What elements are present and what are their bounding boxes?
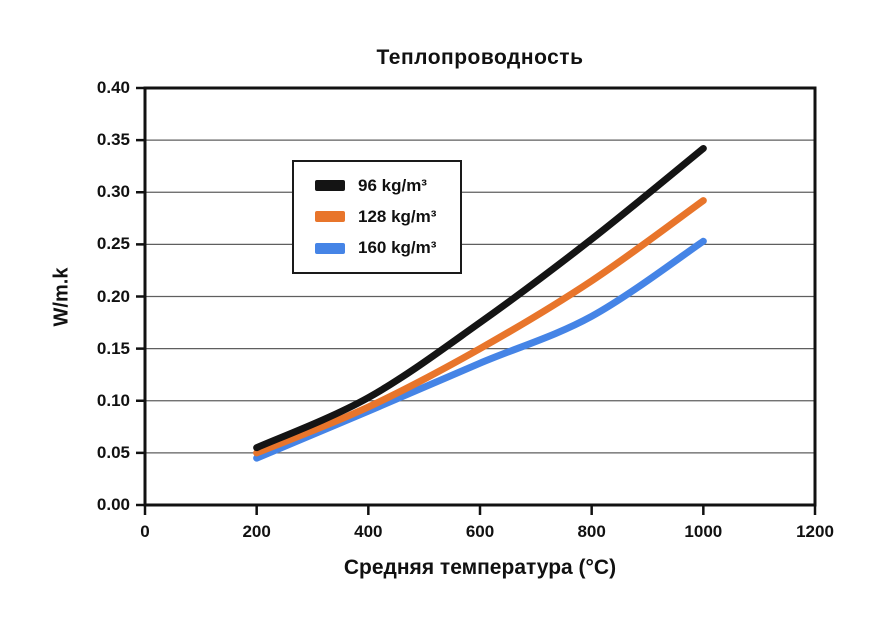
y-tick-label: 0.20 [96, 286, 130, 306]
x-tick-label: 1000 [684, 522, 723, 541]
y-tick-label: 0.30 [96, 182, 130, 202]
x-tick-label: 400 [354, 522, 383, 541]
legend: 96 kg/m³ 128 kg/m³ 160 kg/m³ [292, 160, 462, 274]
y-tick-label: 0.35 [96, 130, 130, 150]
y-tick-label: 0.15 [96, 338, 130, 358]
x-tick-label: 800 [577, 522, 606, 541]
y-tick-label: 0.25 [96, 234, 130, 254]
x-axis-title: Средняя температура (°C) [343, 556, 617, 579]
legend-item: 160 kg/m³ [315, 238, 460, 258]
x-tick-label: 0 [140, 522, 150, 541]
x-tick-label: 200 [242, 522, 271, 541]
legend-swatch [315, 180, 345, 192]
legend-label: 160 kg/m³ [358, 238, 437, 258]
legend-item: 96 kg/m³ [315, 176, 460, 196]
legend-item: 128 kg/m³ [315, 207, 460, 227]
y-tick-label: 0.40 [96, 78, 130, 97]
legend-label: 96 kg/m³ [358, 175, 427, 195]
plot-area [136, 86, 817, 515]
legend-swatch [315, 242, 345, 254]
legend-swatch [315, 211, 345, 223]
y-tick-label: 0.00 [96, 495, 130, 514]
chart-title: Теплопроводность [376, 46, 584, 69]
y-tick-label: 0.05 [96, 442, 130, 462]
series-line-128-kg-m- [253, 197, 707, 457]
series-line-96-kg-m- [253, 144, 707, 452]
x-tick-label: 600 [465, 522, 495, 541]
legend-label: 128 kg/m³ [358, 206, 437, 226]
plot-frame [143, 86, 817, 507]
x-tick-label: 1200 [796, 522, 834, 541]
y-tick-label: 0.10 [96, 390, 130, 410]
